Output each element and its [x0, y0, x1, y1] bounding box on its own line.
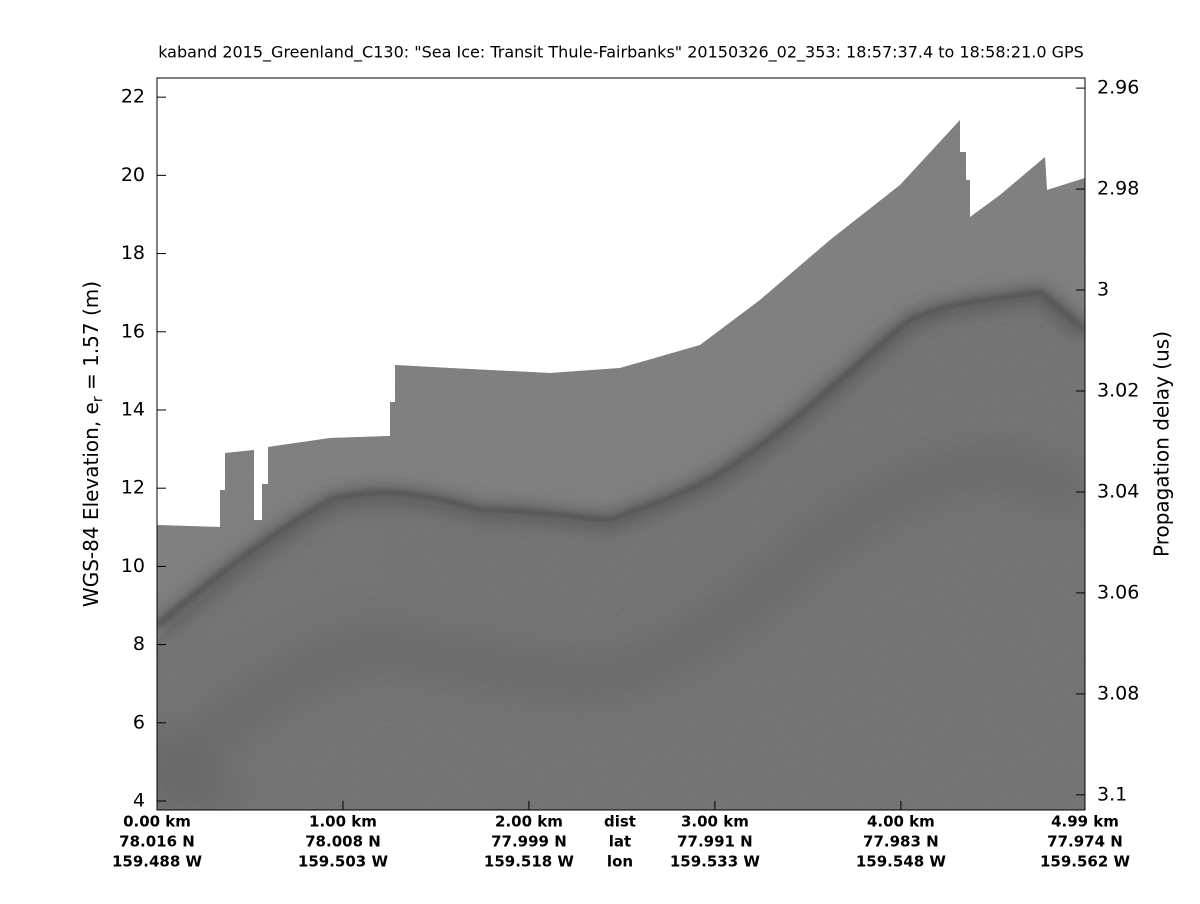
y-axis-label: WGS-84 Elevation, er = 1.57 (m) [79, 281, 107, 607]
lat-label: 78.008 N [305, 833, 381, 851]
y-label-subscript: r [90, 396, 106, 402]
y2-tick-label: 2.96 [1097, 77, 1139, 99]
lon-label: 159.503 W [298, 853, 389, 871]
y-tick-label: 20 [121, 164, 145, 186]
echogram-image [157, 120, 1085, 810]
lat-label: 77.999 N [491, 833, 567, 851]
row-label: lon [607, 853, 633, 871]
chart-title: kaband 2015_Greenland_C130: "Sea Ice: Tr… [158, 43, 1084, 63]
lon-label: 159.562 W [1040, 853, 1131, 871]
lat-label: 77.974 N [1047, 833, 1123, 851]
x-tick-label: 1.00 km [309, 813, 377, 831]
row-label: lat [609, 833, 631, 851]
lon-label: 159.518 W [484, 853, 575, 871]
y-tick-label: 6 [133, 711, 145, 733]
y-tick-label: 14 [121, 398, 145, 420]
y-tick-label: 18 [121, 242, 145, 264]
y-label-part: = 1.57 (m) [79, 281, 103, 396]
lon-label: 159.488 W [112, 853, 203, 871]
y2-tick-label: 3.06 [1097, 581, 1139, 603]
x-tick-label: 3.00 km [681, 813, 749, 831]
y2-tick-label: 3.02 [1097, 379, 1139, 401]
plot-frame [156, 77, 1086, 811]
lon-label: 159.533 W [670, 853, 761, 871]
y-tick-label: 16 [121, 320, 145, 342]
y2-tick-label: 3 [1097, 279, 1109, 301]
y2-tick-label: 3.1 [1097, 783, 1127, 805]
y-tick-label: 12 [121, 477, 145, 499]
y2-tick-label: 3.04 [1097, 480, 1139, 502]
row-label: dist [604, 813, 636, 831]
y-tick-label: 22 [121, 86, 145, 108]
y-label-part: WGS-84 Elevation, e [79, 402, 103, 607]
x-tick-label: 4.00 km [867, 813, 935, 831]
y2-tick-label: 2.98 [1097, 178, 1139, 200]
lon-label: 159.548 W [856, 853, 947, 871]
lat-label: 78.016 N [119, 833, 195, 851]
y-tick-label: 10 [121, 555, 145, 577]
y-tick-label: 8 [133, 633, 145, 655]
x-tick-label: 0.00 km [123, 813, 191, 831]
lat-label: 77.983 N [863, 833, 939, 851]
y2-axis-label: Propagation delay (us) [1150, 331, 1174, 557]
y-tick-label: 4 [133, 790, 145, 812]
x-tick-label: 4.99 km [1051, 813, 1119, 831]
lat-label: 77.991 N [677, 833, 753, 851]
y2-tick-label: 3.08 [1097, 682, 1139, 704]
x-tick-label: 2.00 km [495, 813, 563, 831]
